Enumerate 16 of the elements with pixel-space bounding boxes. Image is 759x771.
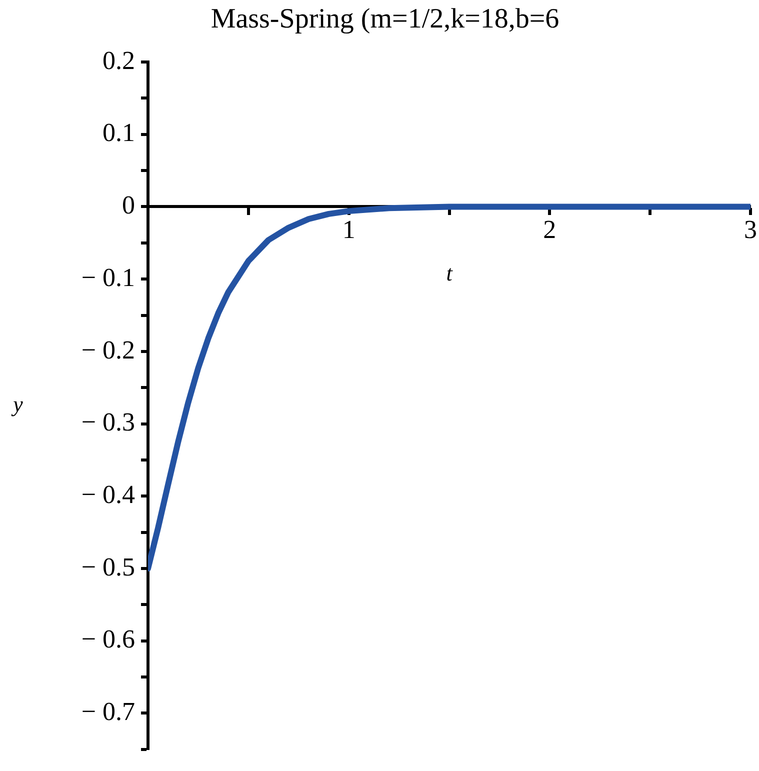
y-tick-label: − 0.2 xyxy=(81,335,135,364)
x-tick-label: 3 xyxy=(744,215,757,244)
chart-title: Mass-Spring (m=1/2,k=18,b=6 xyxy=(210,3,560,34)
y-axis-title: y xyxy=(11,391,24,416)
x-tick-label: 1 xyxy=(342,215,356,244)
y-tick-label: 0.1 xyxy=(102,118,135,148)
y-tick-label: − 0.6 xyxy=(81,624,135,654)
y-tick-label: − 0.1 xyxy=(81,262,135,292)
x-tick-label: 2 xyxy=(543,215,556,244)
x-axis-title: t xyxy=(446,260,454,286)
y-tick-label: − 0.3 xyxy=(81,408,135,437)
y-tick-label: 0 xyxy=(122,190,135,220)
y-tick-label: − 0.5 xyxy=(81,552,135,582)
y-tick-label: − 0.7 xyxy=(81,697,135,726)
y-tick-label: − 0.4 xyxy=(81,480,135,509)
y-tick-label: 0.2 xyxy=(102,46,135,75)
